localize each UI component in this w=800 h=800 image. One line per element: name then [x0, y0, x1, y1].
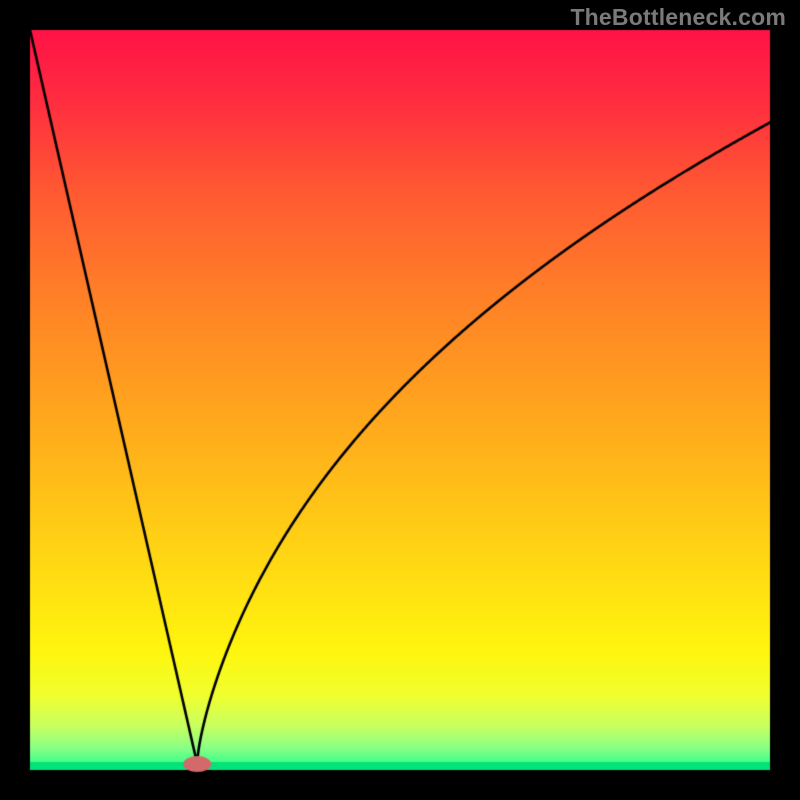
watermark-text: TheBottleneck.com: [570, 4, 786, 31]
chart-canvas: [0, 0, 800, 800]
chart-container: TheBottleneck.com: [0, 0, 800, 800]
